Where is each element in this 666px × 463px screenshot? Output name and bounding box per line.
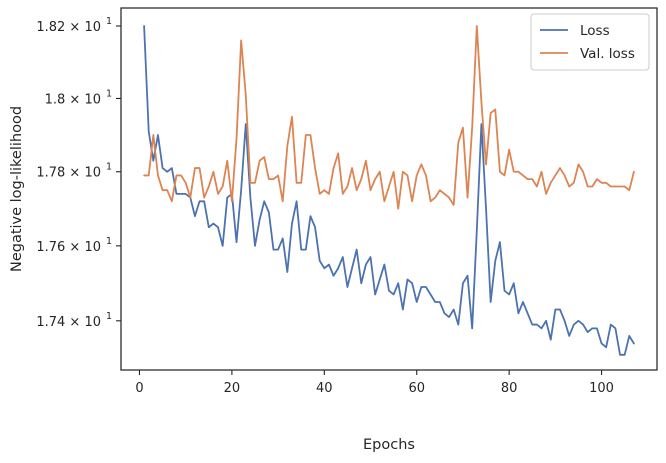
y-tick-label: 1.76 × 10 — [36, 240, 101, 255]
x-tick-label: 0 — [135, 381, 143, 396]
x-tick-label: 40 — [316, 381, 333, 396]
plot-frame — [120, 7, 658, 371]
y-tick-exponent: 1 — [106, 311, 112, 322]
series-layer — [143, 25, 635, 356]
x-tick-label: 100 — [589, 381, 614, 396]
y-tick-exponent: 1 — [106, 162, 112, 173]
x-axis: 0 20 40 60 80 100 — [135, 370, 614, 396]
x-tick-label: 20 — [224, 381, 241, 396]
x-tick-label: 80 — [501, 381, 518, 396]
y-tick-label: 1.78 × 10 — [36, 166, 101, 181]
series-line-val-loss — [143, 25, 635, 210]
y-tick-label: 1.74 × 10 — [36, 315, 101, 330]
x-axis-label: Epochs — [363, 437, 415, 453]
y-tick-exponent: 1 — [106, 88, 112, 99]
legend-box — [530, 13, 650, 71]
legend-label-loss: Loss — [580, 23, 610, 39]
y-tick-exponent: 1 — [106, 16, 112, 27]
x-tick-label: 60 — [408, 381, 425, 396]
legend: Loss Val. loss — [530, 13, 650, 71]
legend-label-val-loss: Val. loss — [580, 46, 635, 62]
y-axis-label: Negative log-likelihood — [9, 106, 25, 272]
y-tick-exponent: 1 — [106, 236, 112, 247]
y-tick-label: 1.82 × 10 — [36, 20, 101, 35]
series-line-loss — [143, 25, 635, 356]
y-axis: 1.74 × 10 11.76 × 10 11.78 × 10 11.8 × 10 11… — [36, 16, 121, 330]
y-tick-label: 1.8 × 10 — [45, 92, 101, 107]
